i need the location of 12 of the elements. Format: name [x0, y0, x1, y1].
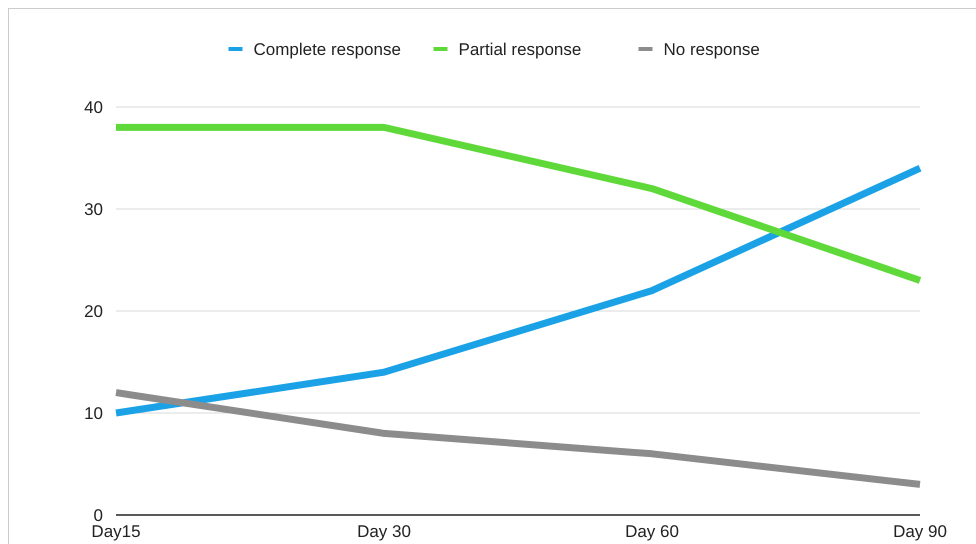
- y-tick-label: 20: [84, 302, 103, 321]
- legend-label: Partial response: [458, 40, 582, 59]
- y-tick-label: 0: [94, 506, 103, 525]
- legend-label: No response: [664, 40, 760, 59]
- y-tick-label: 10: [84, 404, 103, 423]
- y-tick-label: 40: [84, 98, 103, 117]
- legend-label: Complete response: [254, 40, 401, 59]
- y-tick-label: 30: [84, 200, 103, 219]
- x-tick-label: Day15: [91, 522, 141, 541]
- x-tick-label: Day 30: [357, 522, 411, 541]
- x-tick-label: Day 60: [625, 522, 679, 541]
- x-tick-label: Day 90: [893, 522, 947, 541]
